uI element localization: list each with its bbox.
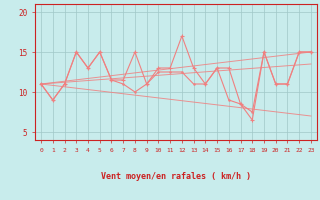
X-axis label: Vent moyen/en rafales ( km/h ): Vent moyen/en rafales ( km/h )	[101, 172, 251, 181]
